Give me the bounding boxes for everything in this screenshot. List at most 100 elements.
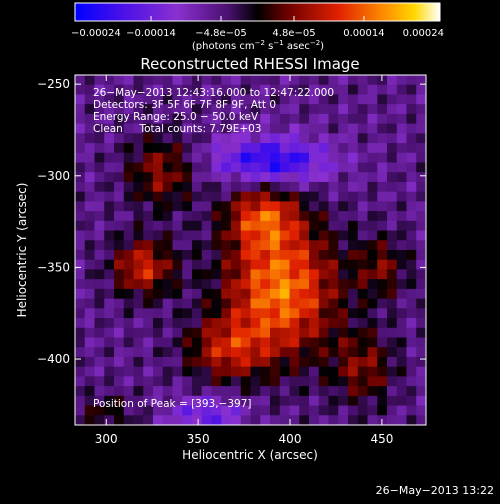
heatmap-cell [377,220,388,231]
heatmap-cell [328,201,339,212]
heatmap-cell [133,152,144,163]
heatmap-cell [260,308,271,319]
heatmap-cell [133,308,144,319]
heatmap-cell [279,133,290,144]
heatmap-cell [162,376,173,387]
heatmap-cell [260,181,271,193]
heatmap-cell [357,308,368,319]
heatmap-cell [328,143,339,154]
heatmap-cell [94,298,105,309]
heatmap-cell [260,94,271,105]
heatmap-cell [348,269,359,280]
heatmap-cell [416,201,427,212]
heatmap-cell [94,220,105,231]
heatmap-cell [318,162,329,173]
heatmap-cell [172,279,183,290]
heatmap-cell [367,133,378,144]
heatmap-cell [94,191,105,202]
heatmap-cell [348,318,359,329]
heatmap-cell [270,356,281,368]
heatmap-cell [162,327,173,338]
heatmap-cell [221,356,232,368]
heatmap-cell [348,162,359,173]
heatmap-cell [84,347,95,358]
heatmap-cell [406,143,417,154]
heatmap-cell [201,298,212,309]
heatmap-cell [406,181,417,193]
heatmap-cell [328,288,339,300]
heatmap-cell [231,366,242,377]
heatmap-cell [172,259,183,270]
heatmap-cell [221,181,232,193]
heatmap-cell [104,415,115,426]
heatmap-cell [133,259,144,270]
heatmap-cell [406,386,417,397]
heatmap-cell [416,298,427,309]
heatmap-cell [279,337,290,348]
heatmap-cell [153,386,164,397]
heatmap-cell [367,181,378,193]
heatmap-cell [94,347,105,358]
heatmap-cell [143,123,154,134]
heatmap-cell [123,347,134,358]
heatmap-cell [221,318,232,329]
heatmap-cell [416,269,427,280]
heatmap-cell [270,211,281,222]
heatmap-cell [211,94,222,105]
heatmap-cell [328,259,339,270]
heatmap-cell [240,347,251,358]
heatmap-cell [270,113,281,125]
heatmap-cell [279,415,290,426]
heatmap-cell [338,376,349,387]
heatmap-cell [377,152,388,163]
heatmap-cell [270,269,281,280]
heatmap-cell [133,220,144,231]
heatmap-cell [377,347,388,358]
heatmap-cell [84,279,95,290]
heatmap-cell [84,415,95,426]
heatmap-cell [84,220,95,231]
heatmap-cell [123,75,134,86]
heatmap-cell [367,240,378,251]
heatmap-cell [75,318,86,329]
heatmap-cell [279,250,290,261]
heatmap-cell [211,337,222,348]
heatmap-cell [318,308,329,319]
heatmap-cell [240,172,251,183]
heatmap-cell [348,298,359,309]
heatmap-cell [279,191,290,202]
heatmap-cell [289,201,300,212]
heatmap-cell [172,201,183,212]
heatmap-cell [396,143,407,154]
heatmap-cell [201,162,212,173]
heatmap-cell [406,366,417,377]
heatmap-cell [172,113,183,125]
heatmap-cell [377,211,388,222]
heatmap-cell [387,405,398,416]
heatmap-cell [123,84,134,95]
heatmap-cell [250,240,261,251]
heatmap-cell [231,240,242,251]
heatmap-cell [367,220,378,231]
footer-timestamp: 26−May−2013 13:22 [376,484,494,497]
heatmap-cell [114,123,125,134]
heatmap-cell [84,230,95,241]
heatmap-cell [123,172,134,183]
heatmap-cell [309,395,320,406]
heatmap-cell [75,94,86,105]
heatmap-cell [231,162,242,173]
heatmap-cell [143,337,154,348]
heatmap-cell [153,405,164,416]
heatmap-cell [221,191,232,202]
heatmap-cell [289,162,300,173]
heatmap-cell [172,269,183,280]
heatmap-cell [338,356,349,368]
heatmap-cell [406,191,417,202]
heatmap-cell [143,279,154,290]
heatmap-cell [231,201,242,212]
heatmap-cell [84,152,95,163]
heatmap-cell [75,405,86,416]
heatmap-cell [182,94,193,105]
heatmap-cell [84,318,95,329]
heatmap-cell [94,181,105,193]
